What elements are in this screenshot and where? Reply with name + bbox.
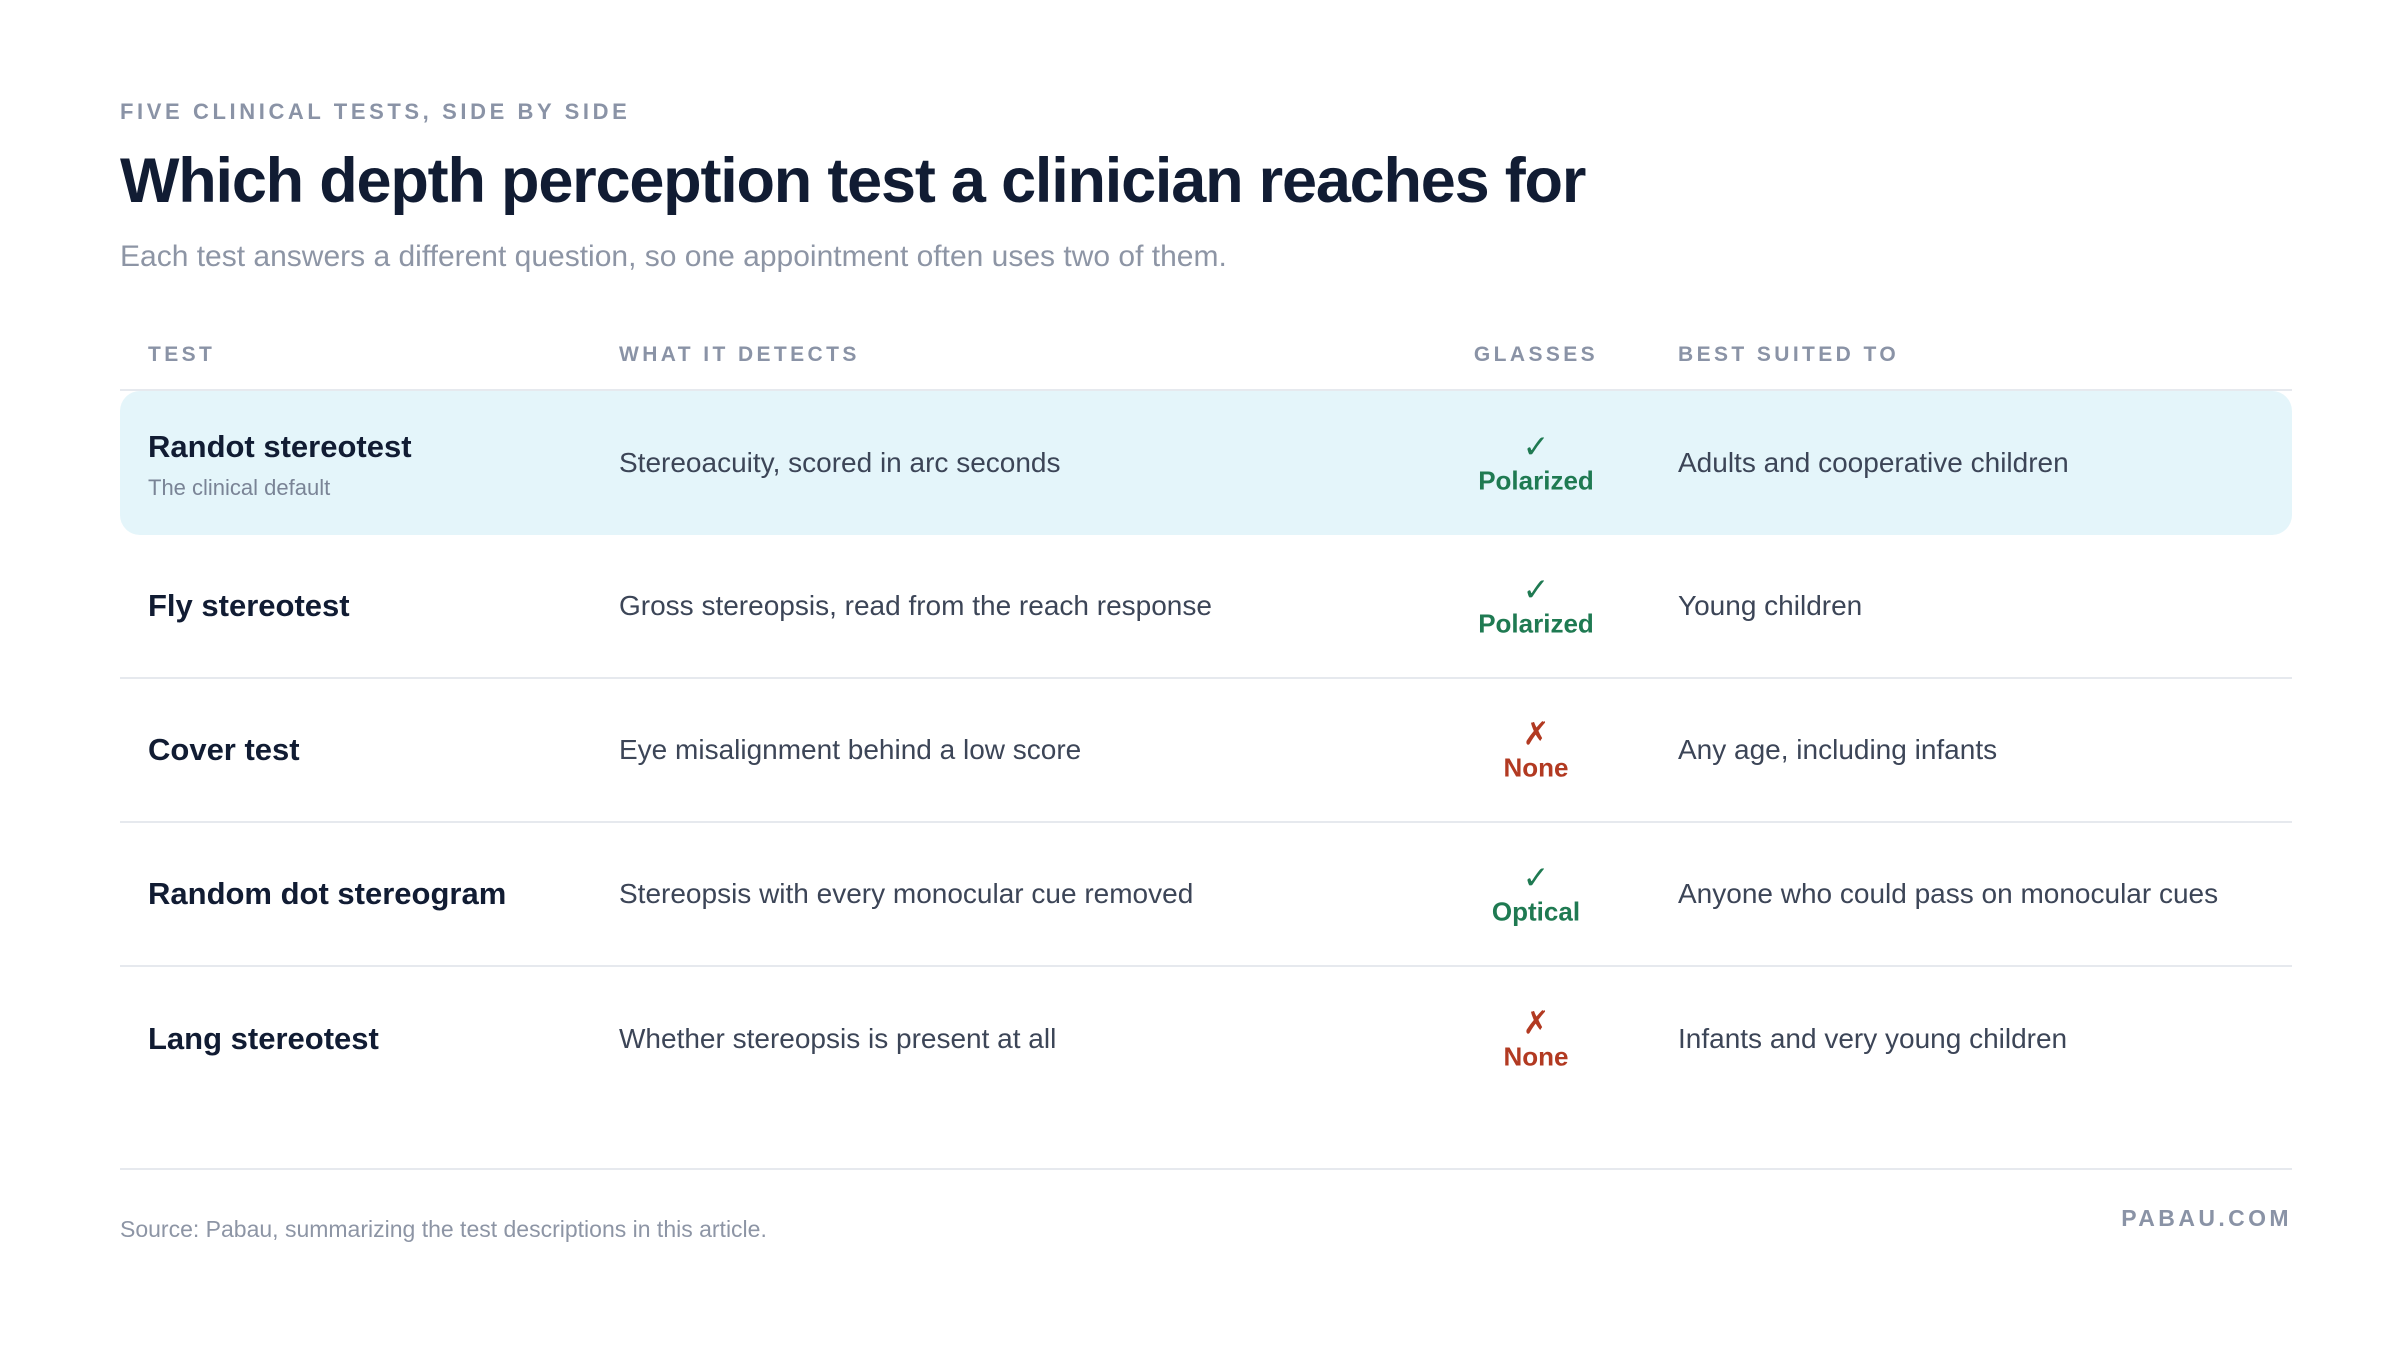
column-header-glasses: GLASSES	[1473, 343, 1599, 366]
glasses-cell: ✓ Optical	[1416, 861, 1656, 928]
footer-divider	[120, 1168, 2292, 1170]
glasses-cell: ✗ None	[1416, 1006, 1656, 1073]
table-row-fly: Fly stereotest Gross stereopsis, read fr…	[120, 535, 2292, 679]
table-row-lang: Lang stereotest Whether stereopsis is pr…	[120, 967, 2292, 1111]
best-suited-cell: Anyone who could pass on monocular cues	[1678, 878, 2219, 909]
cross-icon: ✗	[1522, 1004, 1550, 1041]
glasses-type: None	[1503, 1041, 1569, 1072]
test-name: Randot stereotest	[148, 429, 412, 464]
table-header: TEST WHAT IT DETECTS GLASSES BEST SUITED…	[120, 335, 2292, 391]
test-name: Fly stereotest	[148, 588, 350, 623]
check-icon: ✓	[1522, 859, 1550, 896]
glasses-type: Polarized	[1478, 465, 1594, 496]
test-note: The clinical default	[148, 475, 331, 500]
detects-cell: Whether stereopsis is present at all	[619, 1023, 1057, 1054]
best-suited-cell: Infants and very young children	[1678, 1023, 2068, 1054]
brand-link[interactable]: PABAU.COM	[2121, 1205, 2292, 1231]
glasses-type: Optical	[1491, 896, 1581, 927]
page-title: Which depth perception test a clinician …	[120, 146, 1586, 216]
column-header-test: TEST	[148, 343, 216, 366]
test-name: Lang stereotest	[148, 1021, 379, 1056]
test-name: Random dot stereogram	[148, 876, 507, 911]
check-icon: ✓	[1522, 571, 1550, 608]
detects-cell: Stereopsis with every monocular cue remo…	[619, 878, 1194, 909]
detects-cell: Eye misalignment behind a low score	[619, 734, 1082, 765]
detects-cell: Stereoacuity, scored in arc seconds	[619, 447, 1061, 478]
best-suited-cell: Adults and cooperative children	[1678, 447, 2069, 478]
check-icon: ✓	[1522, 428, 1550, 465]
best-suited-cell: Young children	[1678, 590, 1863, 621]
glasses-cell: ✓ Polarized	[1416, 430, 1656, 497]
test-cell: Randot stereotest The clinical default	[148, 429, 412, 501]
table-body: Randot stereotest The clinical default S…	[120, 391, 2292, 1111]
column-header-detects: WHAT IT DETECTS	[619, 343, 860, 366]
glasses-type: None	[1503, 752, 1569, 783]
test-name: Cover test	[148, 732, 300, 767]
table-row-random-dot: Random dot stereogram Stereopsis with ev…	[120, 823, 2292, 967]
glasses-cell: ✗ None	[1416, 717, 1656, 784]
cross-icon: ✗	[1522, 715, 1550, 752]
detects-cell: Gross stereopsis, read from the reach re…	[619, 590, 1212, 621]
best-suited-cell: Any age, including infants	[1678, 734, 1998, 765]
eyebrow: FIVE CLINICAL TESTS, SIDE BY SIDE	[120, 99, 631, 124]
source-note: Source: Pabau, summarizing the test desc…	[120, 1216, 767, 1242]
table-row-cover: Cover test Eye misalignment behind a low…	[120, 679, 2292, 823]
page-subtitle: Each test answers a different question, …	[120, 240, 1227, 273]
glasses-cell: ✓ Polarized	[1416, 573, 1656, 640]
column-header-best-suited: BEST SUITED TO	[1678, 343, 1900, 366]
glasses-type: Polarized	[1478, 608, 1594, 639]
table-row-randot: Randot stereotest The clinical default S…	[120, 391, 2292, 535]
